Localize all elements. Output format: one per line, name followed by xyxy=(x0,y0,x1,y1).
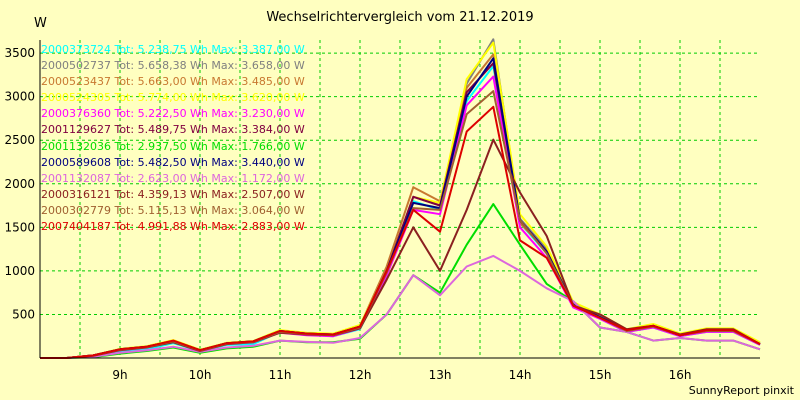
x-tick-label: 13h xyxy=(429,368,452,382)
y-tick-label: 3500 xyxy=(4,46,35,60)
x-tick-label: 15h xyxy=(589,368,612,382)
y-tick-label: 500 xyxy=(12,307,35,321)
x-tick-label: 14h xyxy=(509,368,532,382)
x-tick-label: 11h xyxy=(269,368,292,382)
legend-entry: 2000523437 Tot: 5.663,00 Wh Max: 3.485,0… xyxy=(41,75,305,89)
x-tick-label: 12h xyxy=(349,368,372,382)
legend-entry: 2001132036 Tot: 2.937,50 Wh Max: 1.766,0… xyxy=(41,139,305,153)
legend-entry: 2000376360 Tot: 5.222,50 Wh Max: 3.230,0… xyxy=(41,107,305,121)
y-tick-label: 2000 xyxy=(4,177,35,191)
legend-entry: 2000502737 Tot: 5.658,38 Wh Max: 3.658,0… xyxy=(41,59,305,73)
series-line-2007404187 xyxy=(40,105,761,359)
legend-entry: 2001132087 Tot: 2.623,00 Wh Max: 1.172,0… xyxy=(41,171,305,185)
series-line-2001132087 xyxy=(40,254,761,359)
y-tick-label: 1500 xyxy=(4,220,35,234)
footer-credit: SunnyReport pinxit xyxy=(688,384,794,397)
y-tick-label: 2500 xyxy=(4,133,35,147)
legend-entry: 2000524305 Tot: 5.774,00 Wh Max: 3.620,0… xyxy=(41,91,305,105)
y-axis-unit: W xyxy=(34,16,47,31)
legend-entry: 2000589608 Tot: 5.482,50 Wh Max: 3.440,0… xyxy=(41,155,305,169)
y-tick-label: 1000 xyxy=(4,264,35,278)
legend-entry: 2000302779 Tot: 5.115,13 Wh Max: 3.064,0… xyxy=(41,203,305,217)
legend-entry: 2001129627 Tot: 5.489,75 Wh Max: 3.384,0… xyxy=(41,123,305,137)
chart-title: Wechselrichtervergleich vom 21.12.2019 xyxy=(266,10,534,25)
legend-entry: 2007404187 Tot: 4.991,88 Wh Max: 2.883,0… xyxy=(41,220,305,234)
legend: 2000373724 Tot: 5.238,75 Wh Max: 3.387,0… xyxy=(41,42,305,235)
y-tick-label: 3000 xyxy=(4,90,35,104)
x-tick-label: 9h xyxy=(112,368,127,382)
legend-entry: 2000373724 Tot: 5.238,75 Wh Max: 3.387,0… xyxy=(41,43,305,56)
x-tick-label: 16h xyxy=(669,368,692,382)
legend-entry: 2000316121 Tot: 4.359,13 Wh Max: 2.507,0… xyxy=(41,187,305,201)
x-tick-label: 10h xyxy=(189,368,212,382)
